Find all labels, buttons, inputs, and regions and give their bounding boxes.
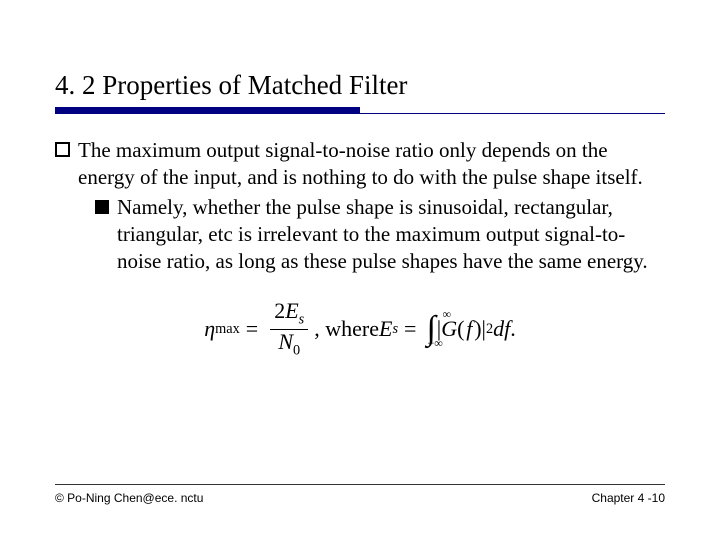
frac-num-E: E <box>285 298 298 323</box>
equals-sign-2: = <box>404 316 416 342</box>
equals-sign: = <box>246 316 258 342</box>
fraction-denominator: N0 <box>274 330 304 359</box>
paren-close: ) <box>474 316 481 342</box>
Es-subscript: s <box>392 321 398 338</box>
bullet-level2-text: Namely, whether the pulse shape is sinus… <box>117 194 665 276</box>
bullet-level2: Namely, whether the pulse shape is sinus… <box>95 194 665 276</box>
title-rule-thick <box>55 107 360 114</box>
bullet-level1-text: The maximum output signal-to-noise ratio… <box>78 137 665 192</box>
integral: ∫ ∞ −∞ <box>426 312 435 346</box>
frac-den-sub: 0 <box>293 342 300 358</box>
eta-symbol: η <box>204 316 215 342</box>
slide-title: 4. 2 Properties of Matched Filter <box>55 70 665 101</box>
frac-num-sub: s <box>299 312 305 328</box>
eta-subscript: max <box>215 321 240 338</box>
frac-den-N: N <box>278 329 293 354</box>
filled-square-icon <box>95 200 109 214</box>
paren-open: ( <box>457 316 464 342</box>
equation: ηmax = 2Es N0 , where Es = ∫ ∞ −∞ |G( f … <box>55 299 665 358</box>
title-rule <box>55 107 665 115</box>
period: . <box>510 316 516 342</box>
hollow-square-icon <box>55 142 70 157</box>
slide: 4. 2 Properties of Matched Filter The ma… <box>0 0 720 540</box>
df-text: df <box>493 316 510 342</box>
where-text: , where <box>314 316 379 342</box>
Es-symbol: E <box>379 316 392 342</box>
footer-left: © Po-Ning Chen@ece. nctu <box>55 491 203 505</box>
integral-upper-limit: ∞ <box>442 307 451 322</box>
fraction: 2Es N0 <box>270 299 308 358</box>
footer-rule <box>55 484 665 485</box>
integral-lower-limit: −∞ <box>427 336 442 351</box>
f-symbol: f <box>466 316 472 342</box>
squared: 2 <box>486 321 493 338</box>
equation-row: ηmax = 2Es N0 , where Es = ∫ ∞ −∞ |G( f … <box>204 299 515 358</box>
footer-right: Chapter 4 -10 <box>592 491 665 505</box>
bullet-level1: The maximum output signal-to-noise ratio… <box>55 137 665 192</box>
frac-coef: 2 <box>274 298 285 323</box>
footer-row: © Po-Ning Chen@ece. nctu Chapter 4 -10 <box>55 491 665 505</box>
footer: © Po-Ning Chen@ece. nctu Chapter 4 -10 <box>55 484 665 505</box>
fraction-numerator: 2Es <box>270 299 308 328</box>
